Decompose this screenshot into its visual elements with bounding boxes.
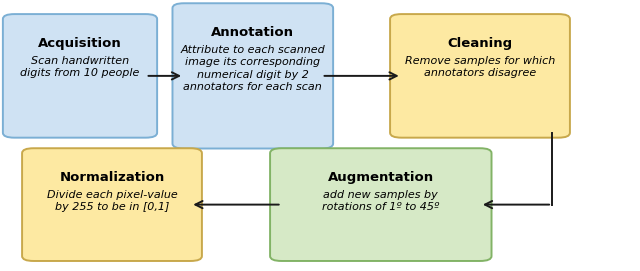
Text: Augmentation: Augmentation [328, 171, 434, 184]
Text: Normalization: Normalization [60, 171, 164, 184]
FancyBboxPatch shape [3, 14, 157, 138]
Text: Scan handwritten
digits from 10 people: Scan handwritten digits from 10 people [20, 56, 140, 78]
FancyBboxPatch shape [390, 14, 570, 138]
Text: Annotation: Annotation [211, 26, 294, 39]
FancyBboxPatch shape [22, 148, 202, 261]
FancyBboxPatch shape [270, 148, 492, 261]
Text: Cleaning: Cleaning [447, 37, 513, 50]
Text: Acquisition: Acquisition [38, 37, 122, 50]
Text: add new samples by
rotations of 1º to 45º: add new samples by rotations of 1º to 45… [322, 190, 440, 212]
Text: Attribute to each scanned
image its corresponding
numerical digit by 2
annotator: Attribute to each scanned image its corr… [180, 45, 325, 92]
Text: Remove samples for which
annotators disagree: Remove samples for which annotators disa… [405, 56, 555, 78]
Text: Divide each pixel-value
by 255 to be in [0,1]: Divide each pixel-value by 255 to be in … [47, 190, 177, 212]
FancyBboxPatch shape [173, 3, 333, 149]
